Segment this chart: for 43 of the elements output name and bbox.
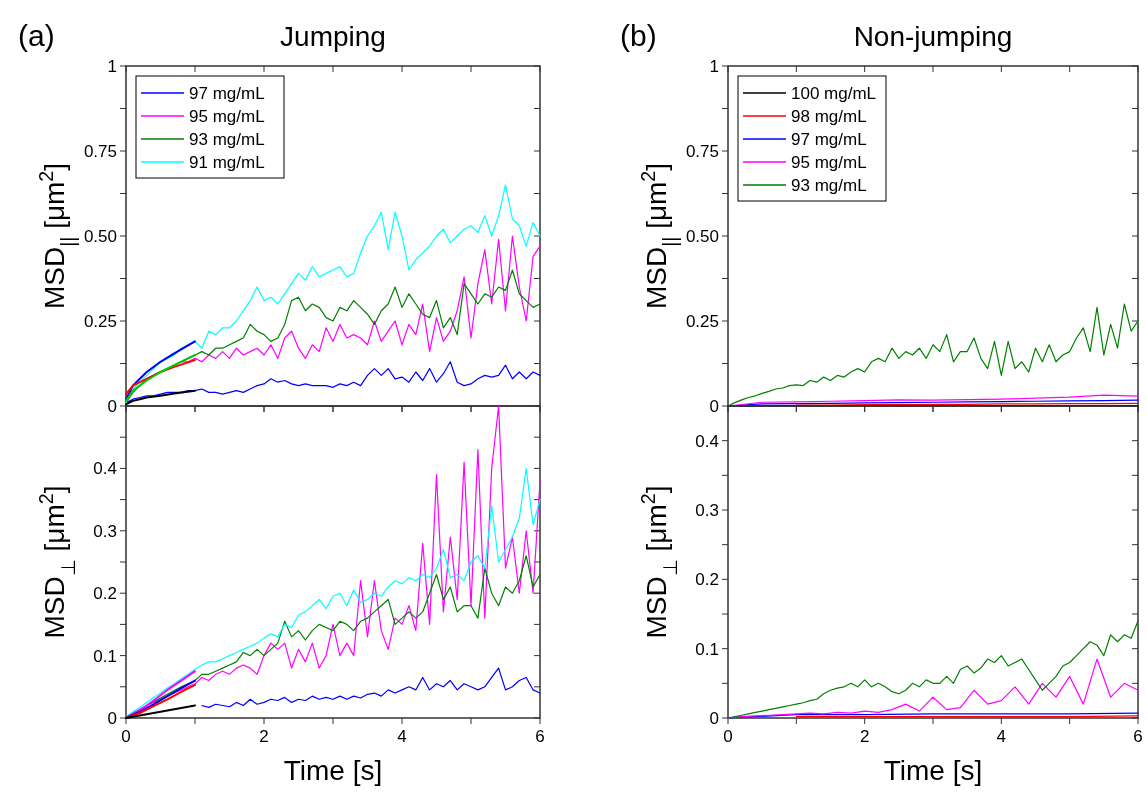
legend-label: 95 mg/mL	[189, 107, 265, 126]
y-tick-label: 0.1	[695, 639, 719, 659]
x-tick-label: 4	[996, 727, 1007, 746]
y-tick-label: 0.25	[685, 312, 719, 331]
y-tick-label: 0	[709, 397, 719, 416]
y-tick-label: 0.75	[83, 142, 117, 161]
y-tick-label: 0.3	[695, 501, 719, 520]
legend-label: 93 mg/mL	[189, 130, 265, 149]
x-tick-label: 6	[535, 727, 545, 746]
legend-label: 93 mg/mL	[791, 176, 867, 195]
x-tick-label: 6	[1133, 727, 1143, 746]
x-axis-title: Time [s]	[283, 755, 383, 786]
y-tick-label: 1	[709, 57, 719, 76]
y-tick-label: 0	[107, 709, 117, 728]
legend-label: 95 mg/mL	[791, 153, 867, 172]
text: (a)	[18, 19, 55, 52]
chart-title: Non-jumping	[853, 21, 1013, 52]
x-tick-label: 0	[723, 727, 733, 746]
y-tick-label: 0	[107, 397, 117, 416]
y-tick-label: 0.3	[93, 521, 117, 541]
chart-title: Jumping	[280, 21, 386, 52]
x-tick-label: 0	[121, 727, 131, 746]
y-tick-label: 0.2	[695, 570, 719, 590]
x-tick-label: 2	[259, 727, 269, 746]
x-tick-label: 2	[859, 727, 870, 746]
y-tick-label: 0.1	[93, 646, 117, 666]
y-tick-label: 0.50	[685, 227, 719, 246]
y-tick-label: 0.4	[695, 431, 719, 451]
legend-label: 97 mg/mL	[189, 84, 265, 103]
x-axis-title: Time [s]	[883, 755, 983, 786]
legend-label: 100 mg/mL	[791, 84, 877, 103]
y-tick-label: 0.75	[685, 142, 719, 161]
legend-label: 98 mg/mL	[791, 107, 867, 126]
legend-label: 91 mg/mL	[189, 153, 265, 172]
y-tick-label: 0.2	[93, 584, 117, 604]
x-tick-label: 4	[397, 727, 407, 746]
legend-label: 97 mg/mL	[791, 130, 867, 149]
y-tick-label: 0.50	[83, 227, 117, 246]
y-tick-label: 0	[709, 709, 719, 728]
y-tick-label: 0.25	[83, 312, 117, 331]
y-tick-label: 1	[107, 57, 117, 76]
y-tick-label: 0.4	[93, 459, 117, 479]
text: (b)	[620, 19, 657, 52]
